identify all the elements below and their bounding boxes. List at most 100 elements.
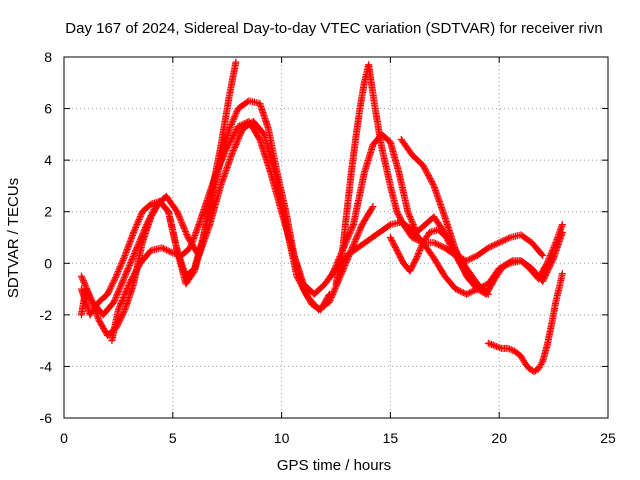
marker-run	[163, 194, 180, 214]
marker-run	[387, 140, 403, 175]
marker-run	[143, 204, 159, 227]
y-tick-label: 2	[44, 204, 52, 220]
x-axis-title: GPS time / hours	[277, 457, 391, 474]
x-tick-label: 25	[600, 430, 616, 446]
marker-run	[497, 234, 513, 246]
marker-run	[316, 299, 332, 313]
marker-run	[350, 171, 368, 227]
marker-run	[328, 248, 346, 279]
data-point	[484, 244, 492, 252]
data-point	[558, 270, 566, 278]
data-point	[232, 58, 240, 66]
marker-run	[130, 209, 146, 235]
marker-run	[179, 245, 193, 258]
marker-run	[228, 127, 246, 157]
marker-run	[431, 256, 448, 279]
marker-run	[409, 152, 426, 168]
y-tick-label: 0	[44, 255, 52, 271]
data-point	[419, 161, 427, 169]
marker-run	[137, 248, 154, 266]
marker-run	[407, 256, 420, 274]
marker-run	[531, 366, 541, 375]
marker-run	[410, 234, 425, 246]
data-point	[504, 344, 512, 352]
y-tick-label: 4	[44, 152, 52, 168]
marker-run	[365, 62, 379, 111]
marker-run	[420, 230, 433, 245]
marker-run	[217, 93, 233, 150]
marker-run	[122, 230, 137, 258]
plot-frame	[63, 56, 609, 419]
marker-run	[226, 60, 240, 98]
marker-run	[444, 235, 459, 253]
marker-run	[187, 222, 202, 250]
marker-run	[395, 171, 411, 214]
marker-run	[398, 137, 415, 158]
marker-run	[289, 248, 307, 286]
marker-run	[113, 253, 128, 279]
marker-run	[430, 183, 448, 219]
data-point	[77, 272, 85, 280]
marker-run	[339, 222, 357, 253]
series-track-7	[397, 136, 566, 293]
marker-run	[475, 281, 491, 297]
series-track-8	[386, 226, 492, 298]
marker-run	[195, 196, 211, 227]
marker-run	[165, 209, 181, 253]
data-point	[121, 272, 129, 280]
marker-run	[518, 354, 528, 366]
marker-run	[394, 248, 407, 266]
marker-run	[492, 342, 504, 352]
marker-run	[442, 273, 459, 292]
data-point	[130, 228, 138, 236]
data-point	[413, 254, 421, 262]
marker-run	[224, 124, 241, 150]
marker-run	[343, 171, 355, 214]
marker-run	[256, 101, 272, 132]
y-tick-label: 6	[44, 101, 52, 117]
x-tick-label: 20	[491, 430, 507, 446]
data-point	[558, 228, 566, 236]
marker-run	[236, 118, 251, 130]
marker-run	[267, 171, 285, 214]
marker-run	[518, 232, 534, 246]
data-point	[463, 290, 471, 298]
marker-run	[377, 222, 393, 235]
data-point	[158, 244, 166, 252]
marker-run	[394, 209, 407, 227]
y-tick-label: 8	[44, 49, 52, 65]
data-point	[325, 298, 333, 306]
data-point	[495, 264, 503, 272]
marker-run	[195, 222, 213, 258]
marker-run	[552, 282, 564, 304]
marker-run	[414, 222, 428, 235]
marker-run	[115, 281, 133, 312]
y-tick-label: -6	[40, 410, 53, 426]
marker-run	[132, 222, 150, 253]
marker-run	[121, 281, 137, 312]
data-point	[430, 239, 438, 247]
data-point	[452, 285, 460, 293]
marker-run	[344, 245, 360, 259]
marker-run	[96, 291, 110, 305]
marker-run	[464, 252, 480, 264]
marker-run	[108, 307, 122, 343]
y-axis-title: SDTVAR / TECUs	[5, 178, 22, 298]
marker-run	[453, 248, 470, 271]
marker-run	[387, 184, 401, 214]
marker-run	[475, 245, 491, 259]
data-point	[408, 234, 416, 241]
marker-run	[100, 299, 117, 318]
marker-run	[506, 345, 517, 354]
data-point	[484, 290, 492, 298]
data-point	[212, 169, 220, 177]
marker-run	[359, 204, 376, 227]
marker-run	[140, 201, 154, 215]
data-point	[495, 239, 503, 247]
marker-run	[497, 260, 513, 272]
marker-run	[543, 323, 555, 348]
marker-run	[535, 359, 546, 371]
marker-run	[183, 266, 197, 279]
